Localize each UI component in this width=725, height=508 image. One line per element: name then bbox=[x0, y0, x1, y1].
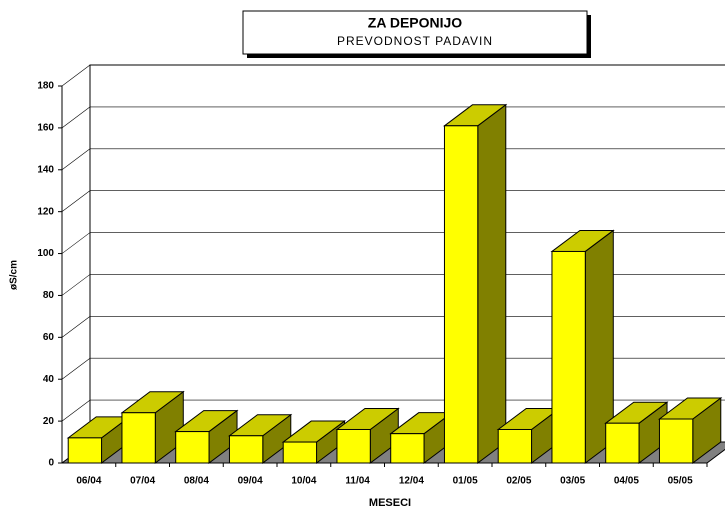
bar bbox=[497, 428, 533, 464]
bar bbox=[443, 125, 479, 464]
x-tick-label: 01/05 bbox=[453, 476, 478, 487]
x-tick-label: 12/04 bbox=[399, 476, 424, 487]
x-tick-label: 11/04 bbox=[345, 476, 370, 487]
title-box bbox=[242, 10, 588, 55]
bar-side bbox=[477, 103, 507, 464]
grid-line bbox=[61, 190, 91, 212]
bar bbox=[67, 437, 103, 464]
y-tick-label: 0 bbox=[48, 458, 54, 469]
x-tick-label: 05/05 bbox=[668, 476, 693, 487]
grid-line bbox=[61, 106, 91, 129]
y-tick-label: 80 bbox=[43, 290, 55, 301]
y-tick-label: 60 bbox=[43, 332, 55, 343]
x-tick-label: 06/04 bbox=[76, 476, 101, 487]
grid-line bbox=[61, 274, 91, 296]
bar bbox=[336, 428, 371, 464]
y-tick-label: 100 bbox=[37, 248, 54, 259]
y-tick-label: 160 bbox=[37, 123, 54, 134]
chart-title: ZA DEPONIJO bbox=[368, 15, 462, 31]
y-axis-label: øS/cm bbox=[9, 260, 20, 290]
bar bbox=[175, 431, 210, 464]
y-tick-label: 40 bbox=[43, 374, 55, 385]
x-axis-label: MESECI bbox=[369, 497, 411, 508]
bar bbox=[121, 412, 156, 464]
bar bbox=[551, 250, 586, 464]
y-tick-label: 140 bbox=[37, 164, 54, 175]
bar bbox=[605, 422, 640, 464]
bar bbox=[282, 441, 318, 464]
bar bbox=[390, 433, 425, 464]
x-tick-label: 04/05 bbox=[614, 476, 639, 487]
x-tick-label: 09/04 bbox=[238, 476, 263, 487]
x-tick-label: 07/04 bbox=[130, 476, 155, 487]
grid-line bbox=[61, 232, 91, 254]
back-wall bbox=[89, 64, 725, 443]
grid-line bbox=[61, 357, 91, 380]
x-tick-label: 03/05 bbox=[560, 476, 585, 487]
bar bbox=[228, 435, 264, 464]
grid-line bbox=[61, 148, 91, 171]
grid-line bbox=[61, 64, 91, 87]
grid-line bbox=[61, 316, 91, 338]
chart-subtitle: PREVODNOST PADAVIN bbox=[337, 34, 493, 48]
x-tick-label: 02/05 bbox=[506, 476, 531, 487]
y-tick-label: 180 bbox=[37, 81, 54, 92]
x-tick-label: 08/04 bbox=[184, 476, 209, 487]
grid-line bbox=[61, 399, 91, 422]
x-tick-label: 10/04 bbox=[291, 476, 316, 487]
bar bbox=[658, 418, 694, 464]
y-tick-label: 120 bbox=[37, 206, 54, 217]
y-tick-label: 20 bbox=[43, 416, 55, 427]
